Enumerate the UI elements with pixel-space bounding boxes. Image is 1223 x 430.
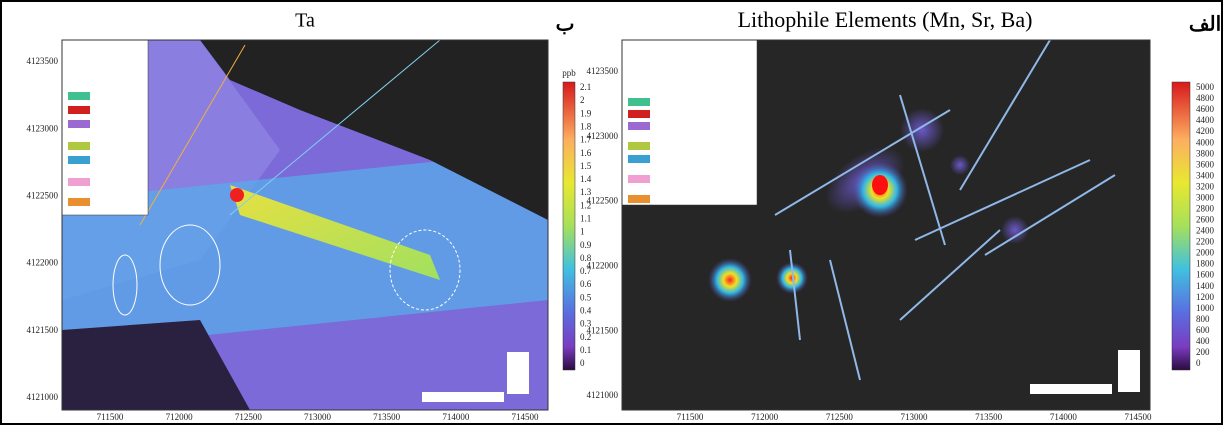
figure: Taبppb2.121.91.81.71.61.51.41.31.21.110.… xyxy=(0,0,1223,425)
y-tick-label: 4123500 xyxy=(587,66,619,76)
colorbar-tick-label: 2 xyxy=(580,95,585,105)
panel-title: Lithophile Elements (Mn, Sr, Ba) xyxy=(738,7,1033,32)
x-tick-label: 714000 xyxy=(442,412,470,422)
colorbar-tick-label: 5000 xyxy=(1196,82,1215,92)
y-tick-label: 4122500 xyxy=(587,196,619,206)
x-tick-label: 711500 xyxy=(677,412,704,422)
colorbar-tick-label: 400 xyxy=(1196,336,1210,346)
x-tick-label: 714500 xyxy=(512,412,540,422)
x-tick-label: 713000 xyxy=(304,412,332,422)
y-tick-label: 4121500 xyxy=(27,325,59,335)
colorbar-tick-label: 1800 xyxy=(1196,259,1215,269)
x-tick-label: 712500 xyxy=(826,412,854,422)
colorbar-tick-label: 600 xyxy=(1196,325,1210,335)
y-tick-label: 4123500 xyxy=(27,56,59,66)
colorbar-tick-label: 4800 xyxy=(1196,93,1215,103)
x-tick-label: 713500 xyxy=(975,412,1003,422)
y-tick-label: 4123000 xyxy=(27,123,59,133)
colorbar-tick-label: 2400 xyxy=(1196,226,1215,236)
colorbar-tick-label: 200 xyxy=(1196,347,1210,357)
colorbar-tick-label: 3400 xyxy=(1196,170,1215,180)
colorbar-tick-label: 0 xyxy=(580,358,585,368)
x-tick-label: 712000 xyxy=(751,412,779,422)
colorbar-tick-label: 1.4 xyxy=(580,174,592,184)
colorbar-tick-label: 2000 xyxy=(1196,248,1215,258)
colorbar-tick-label: 2200 xyxy=(1196,237,1215,247)
colorbar-tick-label: 0.9 xyxy=(580,240,592,250)
map-right xyxy=(622,40,1150,410)
colorbar-tick-label: 0.1 xyxy=(580,345,591,355)
colorbar-tick-label: 1400 xyxy=(1196,281,1215,291)
colorbar-unit: ppb xyxy=(562,68,576,78)
colorbar-tick-label: 2800 xyxy=(1196,204,1215,214)
x-tick-label: 714000 xyxy=(1050,412,1078,422)
colorbar-tick-label: 3600 xyxy=(1196,159,1215,169)
colorbar-tick-label: 1.6 xyxy=(580,148,592,158)
colorbar-tick-label: 3000 xyxy=(1196,192,1215,202)
colorbar-tick-label: 0.5 xyxy=(580,292,592,302)
x-tick-label: 711500 xyxy=(97,412,124,422)
colorbar-tick-label: 4000 xyxy=(1196,137,1215,147)
y-tick-label: 4122000 xyxy=(587,260,619,270)
colorbar-tick-label: 0 xyxy=(1196,358,1201,368)
colorbar-tick-label: 1.1 xyxy=(580,213,591,223)
colorbar-tick-label: 4400 xyxy=(1196,115,1215,125)
y-tick-label: 4122500 xyxy=(27,190,59,200)
y-tick-label: 4121500 xyxy=(587,325,619,335)
x-tick-label: 714500 xyxy=(1125,412,1153,422)
y-tick-label: 4121000 xyxy=(587,390,619,400)
colorbar-tick-label: 0.6 xyxy=(580,279,592,289)
colorbar-tick-label: 1.9 xyxy=(580,108,592,118)
x-tick-label: 712000 xyxy=(166,412,194,422)
colorbar xyxy=(1172,82,1190,370)
colorbar-tick-label: 4200 xyxy=(1196,126,1215,136)
y-tick-label: 4123000 xyxy=(587,131,619,141)
colorbar-tick-label: 0.4 xyxy=(580,305,592,315)
colorbar-tick-label: 1 xyxy=(580,227,585,237)
panel-label: ب xyxy=(556,14,575,36)
colorbar-tick-label: 1.5 xyxy=(580,161,592,171)
panel-label: الف xyxy=(1189,14,1221,36)
colorbar-tick-label: 3200 xyxy=(1196,181,1215,191)
colorbar-tick-label: 4600 xyxy=(1196,104,1215,114)
colorbar-tick-label: 1200 xyxy=(1196,292,1215,302)
x-tick-label: 712500 xyxy=(235,412,263,422)
colorbar-tick-label: 2600 xyxy=(1196,215,1215,225)
colorbar-tick-label: 1000 xyxy=(1196,303,1215,313)
colorbar-tick-label: 1600 xyxy=(1196,270,1215,280)
colorbar-tick-label: 2.1 xyxy=(580,82,591,92)
panel-title: Ta xyxy=(295,10,315,32)
y-tick-label: 4122000 xyxy=(27,258,59,268)
x-tick-label: 713000 xyxy=(901,412,929,422)
map-left xyxy=(62,40,548,410)
x-tick-label: 713500 xyxy=(373,412,401,422)
colorbar-tick-label: 3800 xyxy=(1196,148,1215,158)
y-tick-label: 4121000 xyxy=(27,392,59,402)
colorbar xyxy=(563,82,575,370)
colorbar-tick-label: 800 xyxy=(1196,314,1210,324)
